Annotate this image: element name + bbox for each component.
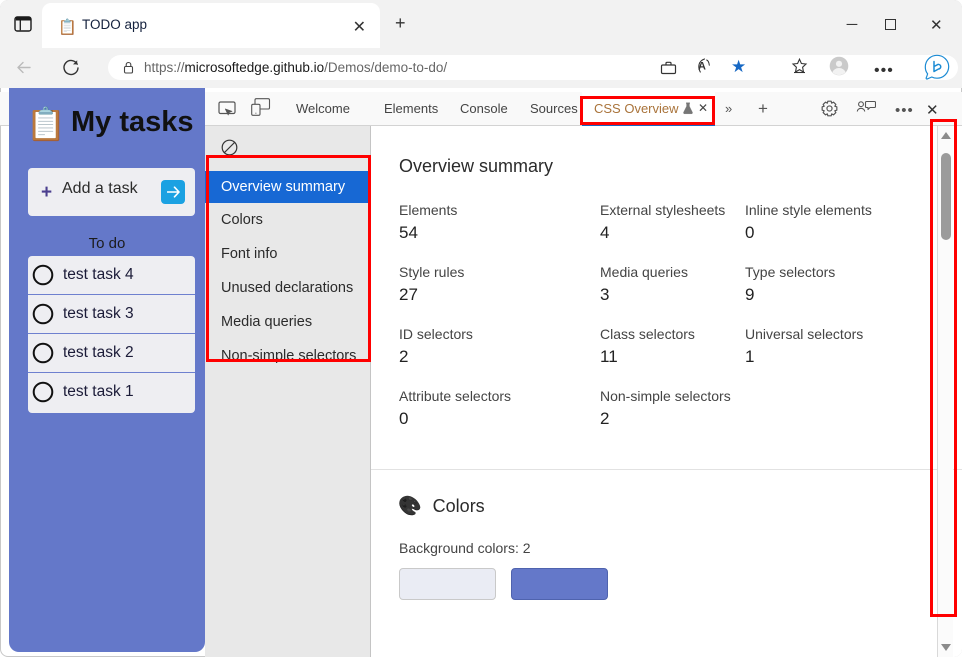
svg-text:A: A	[698, 61, 706, 73]
